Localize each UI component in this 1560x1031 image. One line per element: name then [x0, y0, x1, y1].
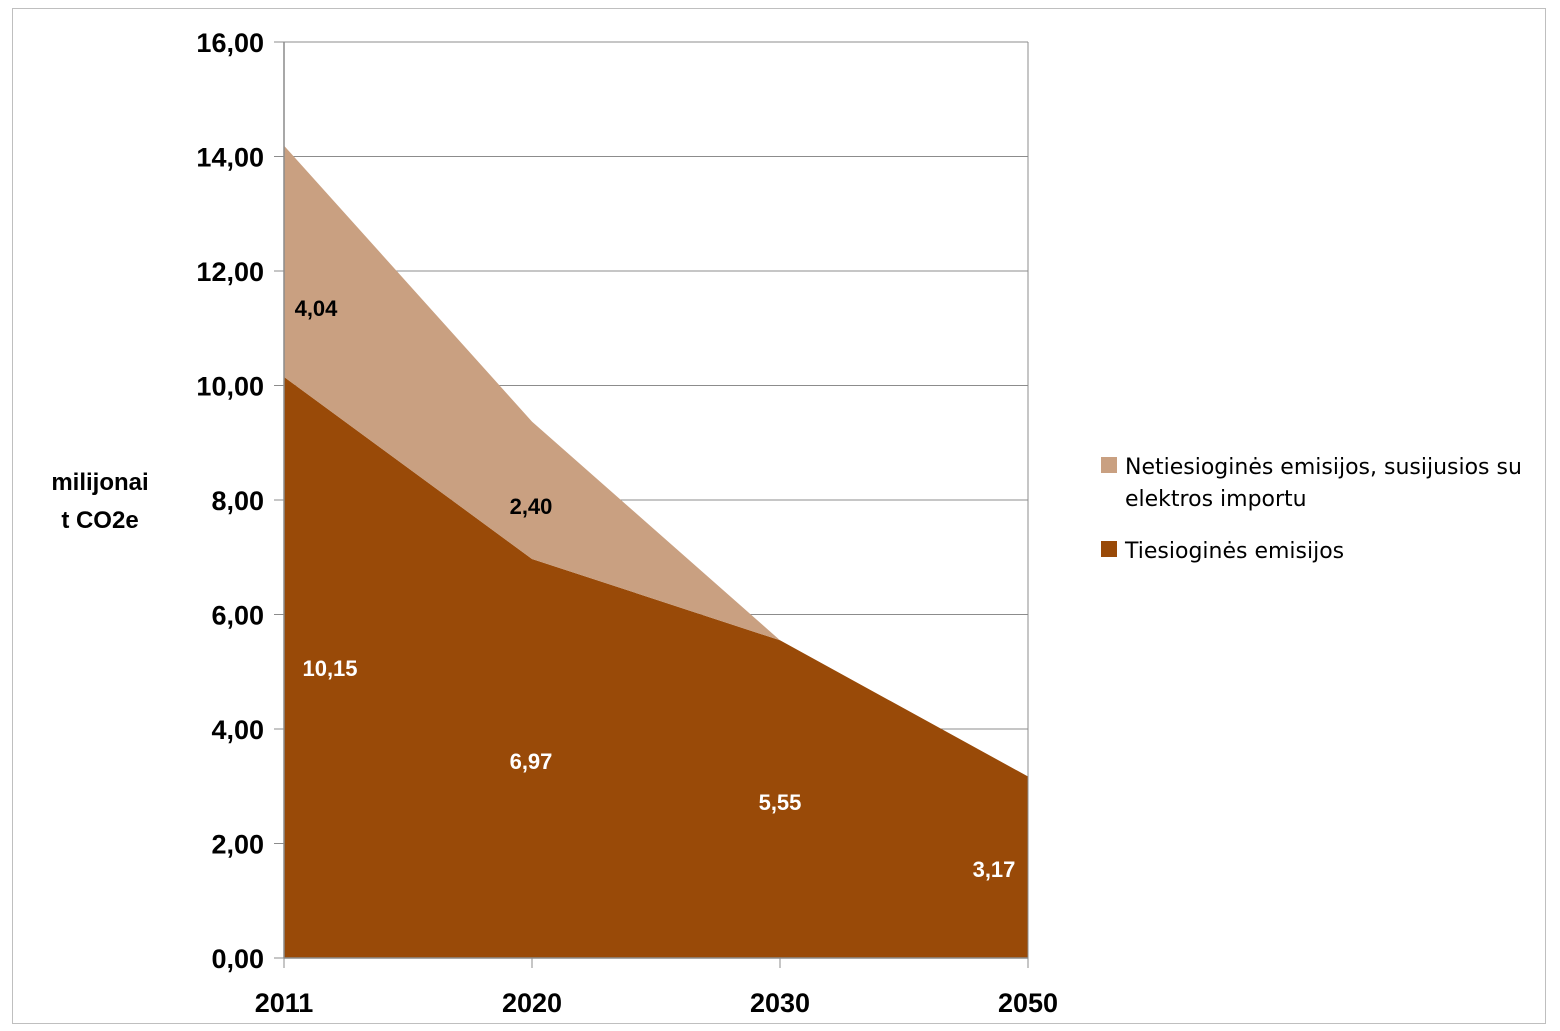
y-tick-label: 2,00 — [211, 830, 264, 860]
data-labels: 10,15 6,97 5,55 3,17 4,04 2,40 — [295, 296, 1016, 882]
legend-label: elektros importu — [1125, 487, 1307, 512]
legend-item-netiesiogines: Netiesioginės emisijos, susijusios su ele… — [1101, 455, 1522, 512]
data-label-netiesiogines: 2,40 — [510, 494, 553, 519]
y-tick-label: 6,00 — [211, 601, 264, 631]
y-tick-label: 10,00 — [196, 372, 264, 402]
x-tick-label: 2030 — [750, 988, 810, 1018]
y-tick-label: 8,00 — [211, 486, 264, 516]
legend: Netiesioginės emisijos, susijusios su ele… — [1101, 455, 1522, 564]
x-tick-label: 2050 — [998, 988, 1058, 1018]
axes — [274, 41, 1029, 968]
area-netiesiogines-emisijos — [284, 145, 1028, 777]
y-tick-label: 4,00 — [211, 715, 264, 745]
legend-item-tiesiogines: Tiesioginės emisijos — [1101, 539, 1344, 564]
legend-label: Tiesioginės emisijos — [1124, 539, 1344, 564]
y-axis-label-line: milijonai — [51, 469, 148, 496]
area-series — [284, 145, 1028, 959]
data-label-tiesiogines: 5,55 — [759, 790, 802, 815]
area-tiesiogines-emisijos — [284, 376, 1028, 959]
x-tick-label: 2020 — [502, 988, 562, 1018]
legend-swatch — [1101, 541, 1117, 557]
data-label-netiesiogines: 4,04 — [295, 296, 339, 321]
legend-label: Netiesioginės emisijos, susijusios su — [1125, 455, 1522, 480]
y-axis-label-line: t CO2e — [61, 507, 138, 534]
y-axis-label: milijonai t CO2e — [51, 469, 148, 534]
y-tick-label: 16,00 — [196, 28, 264, 58]
x-tick-labels: 2011 2020 2030 2050 — [255, 988, 1058, 1018]
data-label-tiesiogines: 3,17 — [973, 857, 1016, 882]
y-tick-label: 0,00 — [211, 944, 264, 974]
y-tick-labels: 0,00 2,00 4,00 6,00 8,00 10,00 12,00 14,00 16,00 — [196, 28, 264, 974]
data-label-tiesiogines: 6,97 — [510, 749, 553, 774]
y-tick-label: 14,00 — [196, 143, 264, 173]
legend-swatch — [1101, 457, 1117, 473]
data-label-tiesiogines: 10,15 — [302, 656, 357, 681]
y-tick-label: 12,00 — [196, 257, 264, 287]
x-tick-label: 2011 — [255, 988, 314, 1018]
